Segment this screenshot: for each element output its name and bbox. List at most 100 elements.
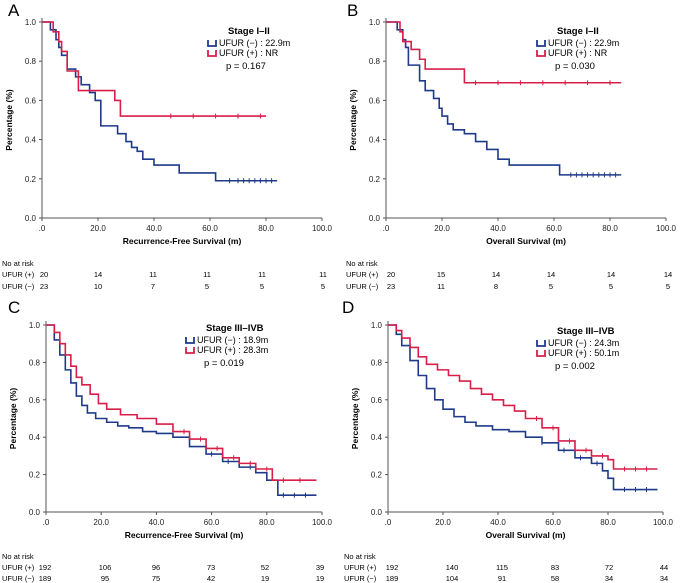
panel-c-x-tick-label: 100.0	[312, 518, 333, 527]
panel-b-risk-value: 14	[607, 270, 615, 279]
panel-a-risk-value: 14	[94, 270, 102, 279]
panel-d-legend-label-neg: UFUR (−) : 24.3m	[548, 338, 619, 348]
panel-a-risk-value: 23	[40, 282, 48, 291]
panel-d-risk-value: 91	[498, 574, 506, 583]
panel-d-risk-row-label: UFUR (+)	[344, 563, 377, 572]
panel-d-x-axis-label: Overall Survival (m)	[486, 530, 566, 540]
panel-a-x-tick-label: 100.0	[312, 224, 333, 233]
panel-b-y-tick-label: 0.6	[369, 96, 381, 105]
panel-a-y-tick-label: 0.0	[25, 214, 37, 223]
panel-d-x-tick-label: 80.0	[600, 518, 616, 527]
panel-d-risk-value: 140	[446, 563, 459, 572]
panel-a-y-axis-label: Percentage (%)	[4, 89, 14, 151]
panel-d-legend-swatch-neg	[536, 340, 546, 347]
panel-b-legend-label-neg: UFUR (−) : 22.9m	[548, 38, 619, 48]
panel-d-x-tick-label: 40.0	[490, 518, 506, 527]
panel-d-y-tick-label: 0.2	[371, 471, 383, 480]
panel-b-y-tick-label: 0.4	[369, 136, 381, 145]
panel-b-series-pos-line	[386, 21, 622, 84]
panel-c-y-tick-label: 0.8	[29, 358, 41, 367]
panel-d-y-tick-label: 0.4	[371, 433, 383, 442]
panel-d-x-tick-label: 100.0	[653, 518, 674, 527]
panel-c-x-tick-label: 80.0	[259, 518, 275, 527]
panel-c-risk-value: 52	[261, 563, 269, 572]
panel-c-series-neg-line	[46, 324, 317, 496]
panel-d-risk-value: 115	[496, 563, 508, 572]
panel-b-x-tick-label: .0	[383, 224, 390, 233]
panel-a-risk-value: 7	[151, 282, 155, 291]
panel-b-risk-value: 14	[547, 270, 555, 279]
panel-c-risk-value: 42	[207, 574, 215, 583]
panel-a-risk-value: 5	[321, 282, 325, 291]
panel-a-legend-swatch-pos	[207, 50, 217, 57]
panel-b-y-tick-label: 0.0	[369, 214, 381, 223]
panel-d-legend-swatch-pos	[536, 350, 546, 357]
panel-b-stage-title: Stage I–II	[557, 26, 599, 37]
panel-a-y-tick-label: 0.6	[25, 96, 37, 105]
panel-c-x-tick-label: 40.0	[149, 518, 165, 527]
panel-b-risk-value: 5	[549, 282, 553, 291]
panel-a-y-tick-label: 0.2	[25, 175, 37, 184]
panel-c-risk-value: 75	[152, 574, 160, 583]
panel-b-risk-value: 5	[609, 282, 613, 291]
panel-a-x-tick-label: 80.0	[258, 224, 274, 233]
panel-d-y-tick-label: 1.0	[371, 321, 383, 330]
panel-b-risk-value: 15	[437, 270, 445, 279]
panel-d-series-neg-line	[388, 324, 658, 491]
panel-a-risk-row-label: UFUR (−)	[2, 282, 35, 291]
panel-a-y-tick-label: 0.4	[25, 136, 37, 145]
panel-a-risk-value: 20	[40, 270, 48, 279]
panel-b-legend-swatch-neg	[536, 40, 546, 47]
panel-c-series-pos-line	[46, 324, 317, 482]
panel-b-x-tick-label: 40.0	[490, 224, 506, 233]
panel-d-risk-title: No at risk	[344, 552, 376, 561]
panel-c-x-tick-label: 60.0	[204, 518, 220, 527]
panel-b-x-tick-label: 100.0	[656, 224, 677, 233]
panel-c-risk-row-label: UFUR (+)	[2, 563, 35, 572]
panel-c-x-axis-label: Recurrence-Free Survival (m)	[125, 530, 244, 540]
panel-a-risk-row-label: UFUR (+)	[2, 270, 35, 279]
panel-c-risk-value: 73	[207, 563, 215, 572]
panel-d-legend-label-pos: UFUR (+) : 50.1m	[548, 348, 619, 358]
panel-b-y-tick-label: 0.8	[369, 57, 381, 66]
panel-d-risk-value: 34	[660, 574, 668, 583]
panel-b-y-tick-label: 1.0	[369, 18, 381, 27]
panel-c-stage-title: Stage III–IVB	[206, 323, 264, 334]
panel-c-risk-title: No at risk	[2, 552, 34, 561]
panel-d-series-pos-line	[388, 324, 658, 470]
panel-b-risk-row-label: UFUR (−)	[346, 282, 379, 291]
panel-d-x-tick-label: 60.0	[545, 518, 561, 527]
panel-d-y-tick-label: 0.0	[371, 508, 383, 517]
panel-c-risk-row-label: UFUR (−)	[2, 574, 35, 583]
panel-a-legend-swatch-neg	[207, 40, 217, 47]
panel-d-y-axis-label: Percentage (%)	[350, 388, 360, 450]
panel-a-x-tick-label: 20.0	[90, 224, 106, 233]
panel-d-risk-value: 58	[551, 574, 559, 583]
panel-d-p-value: p = 0.002	[555, 361, 595, 372]
panel-c-risk-value: 192	[39, 563, 52, 572]
panel-b-risk-value: 5	[666, 282, 670, 291]
panel-b-risk-value: 23	[387, 282, 395, 291]
panel-b-y-tick-label: 0.2	[369, 175, 381, 184]
panel-a-risk-value: 11	[319, 270, 327, 279]
panel-c-legend-label-neg: UFUR (−) : 18.9m	[197, 335, 268, 345]
panel-a-legend-label-neg: UFUR (−) : 22.9m	[219, 38, 290, 48]
panel-a-risk-value: 11	[258, 270, 266, 279]
panel-c-y-tick-label: 1.0	[29, 321, 41, 330]
panel-d-stage-title: Stage III–IVB	[557, 326, 615, 337]
panel-c-risk-value: 39	[316, 563, 324, 572]
panel-a-risk-value: 5	[205, 282, 209, 291]
panel-b-p-value: p = 0.030	[555, 61, 595, 72]
panel-c-legend-swatch-pos	[185, 347, 195, 354]
panel-d-letter: D	[342, 298, 354, 317]
panel-b-series-neg-line	[386, 21, 622, 176]
panel-b-risk-title: No at risk	[346, 259, 378, 268]
panel-b-y-axis-label: Percentage (%)	[348, 89, 358, 151]
panel-d-y-tick-label: 0.8	[371, 358, 383, 367]
panel-b-risk-value: 20	[387, 270, 395, 279]
panel-a-risk-value: 11	[203, 270, 211, 279]
panel-b-legend-swatch-pos	[536, 50, 546, 57]
panel-d-y-tick-label: 0.6	[371, 396, 383, 405]
panel-b-x-axis-label: Overall Survival (m)	[486, 236, 566, 246]
panel-c-risk-value: 95	[101, 574, 109, 583]
